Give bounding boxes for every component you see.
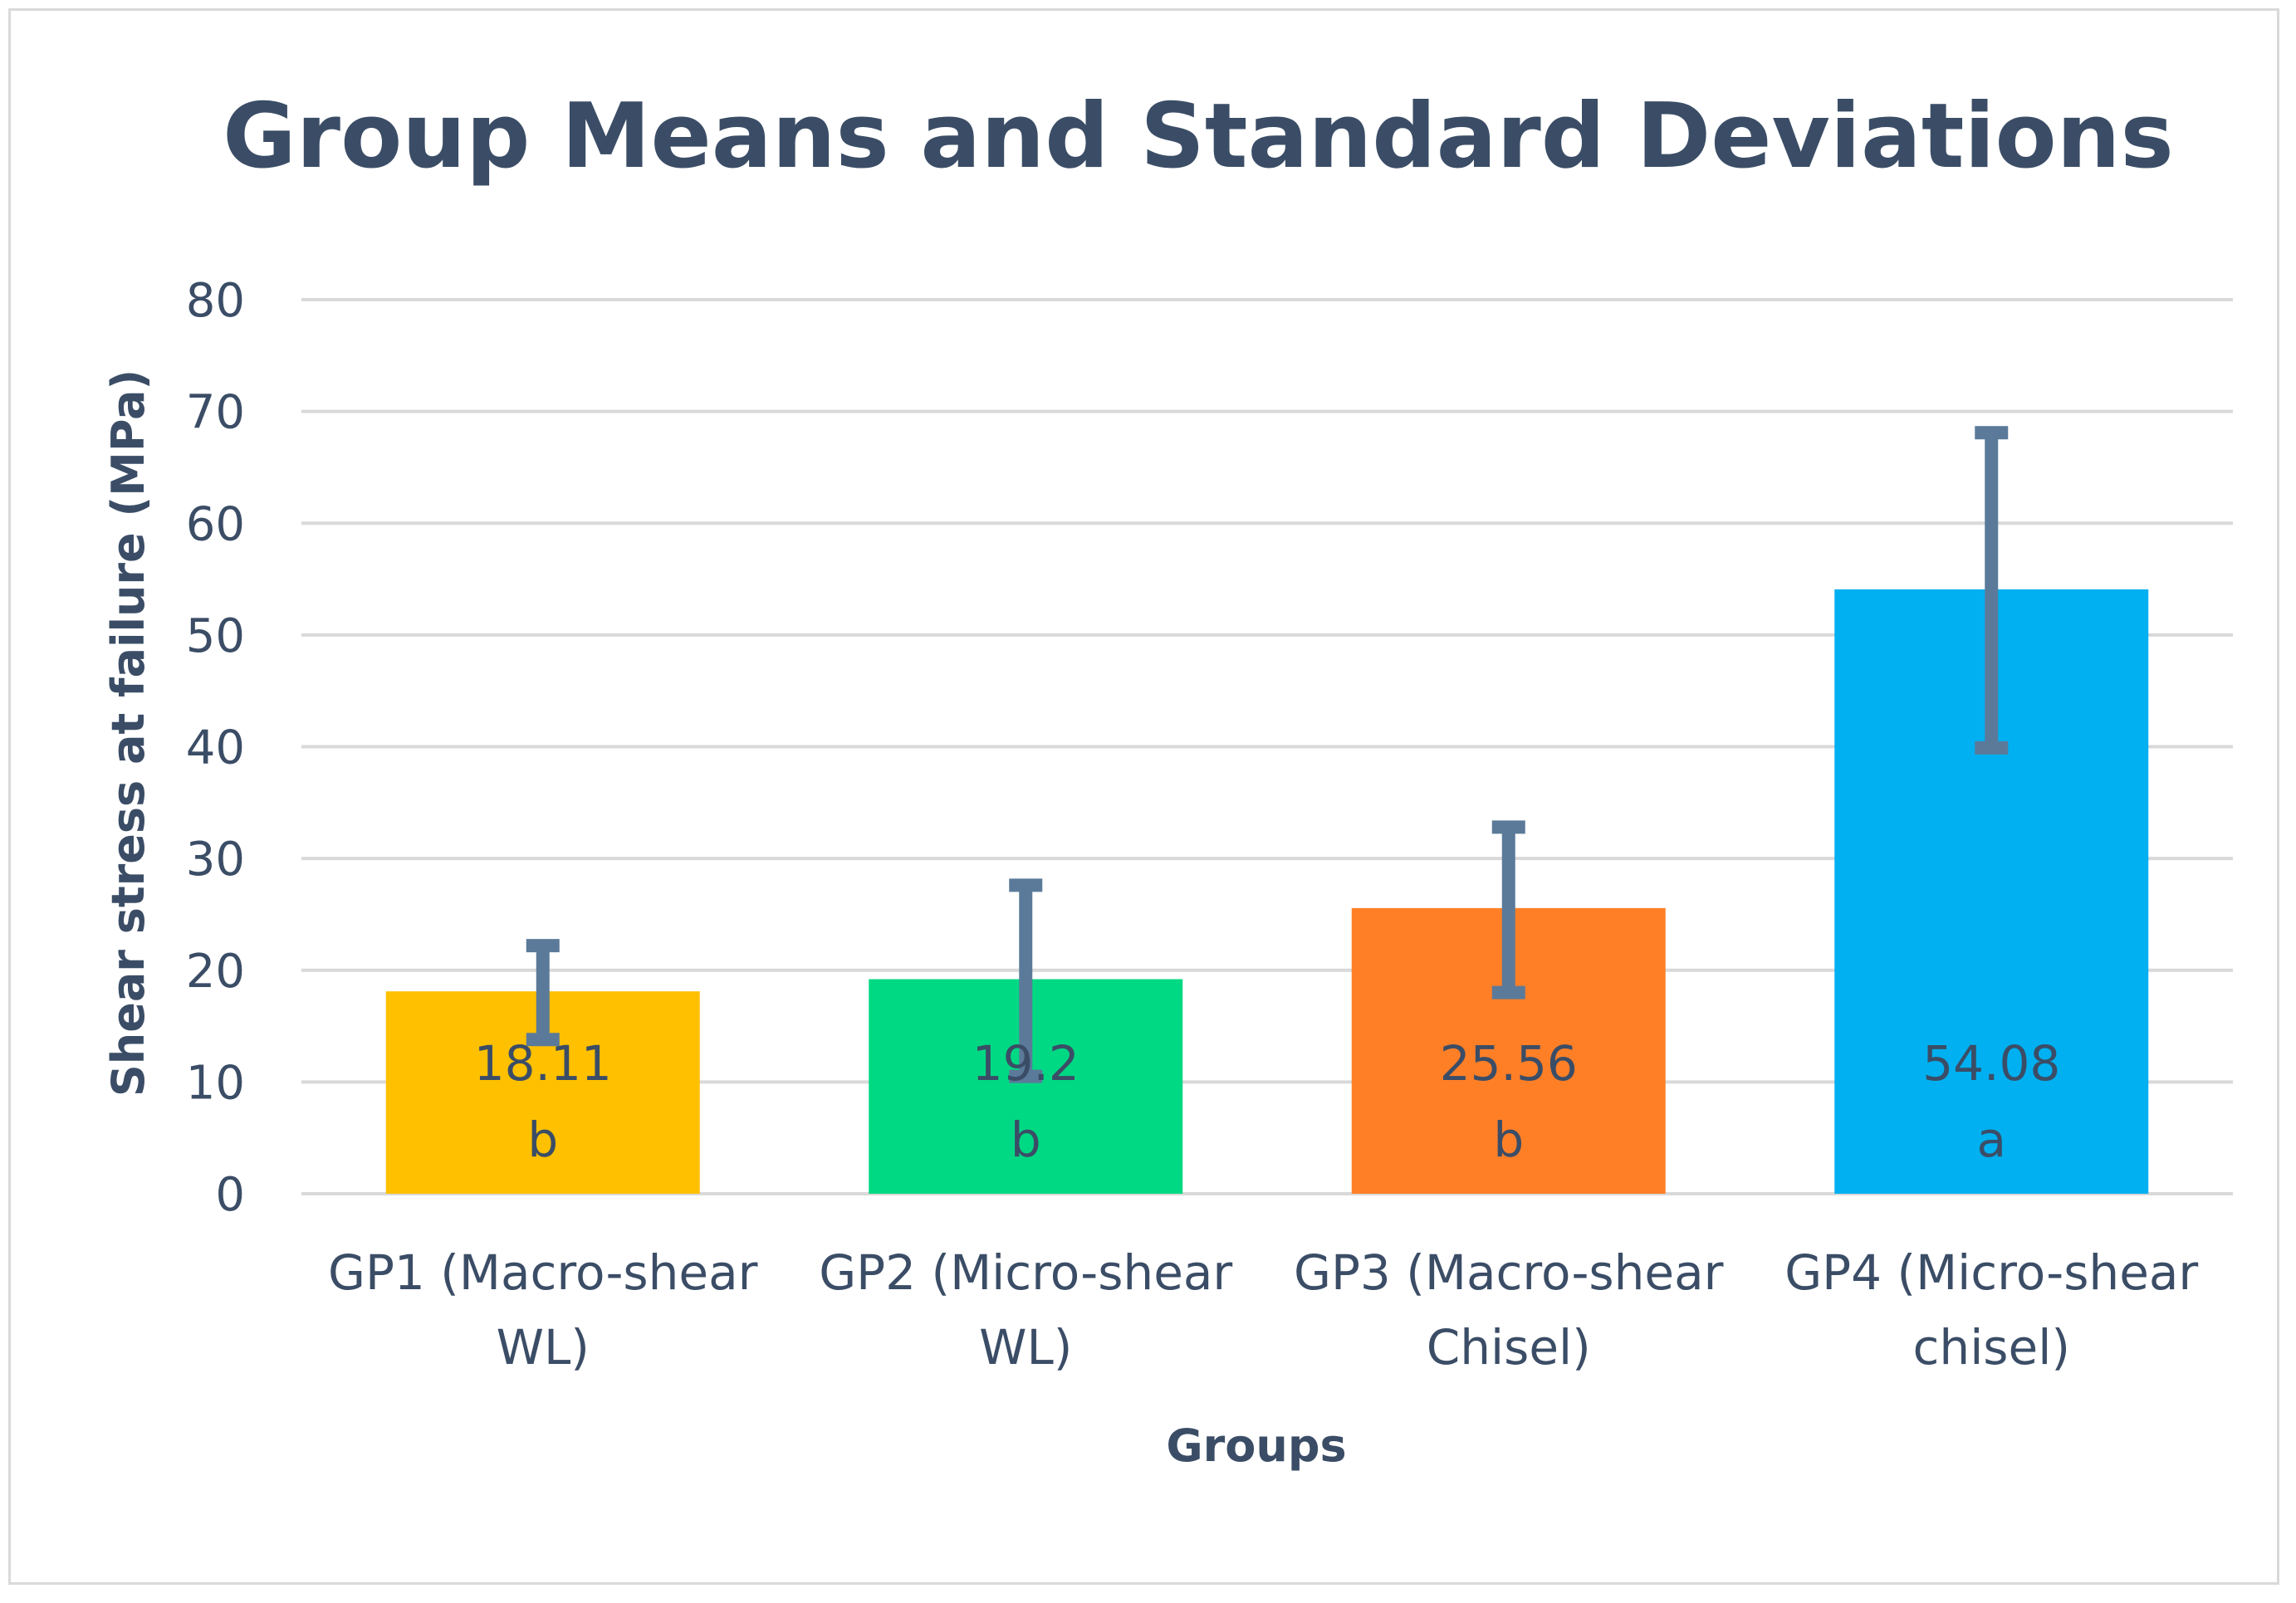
y-tick-label-10: 10 <box>186 1056 245 1110</box>
data-label-2: 19.2 <box>972 1035 1079 1092</box>
data-label-3: 25.56 <box>1440 1035 1578 1092</box>
chart-title: Group Means and Standard Deviations <box>223 85 2174 188</box>
y-tick-label-60: 60 <box>186 497 245 551</box>
y-tick-label-40: 40 <box>186 721 245 775</box>
significance-letter-1: b <box>527 1112 558 1168</box>
x-axis-title: Groups <box>1166 1420 1346 1472</box>
x-category-label-4-line-1: GP4 (Micro-shear <box>1784 1244 2198 1301</box>
x-category-label-1-line-2: WL) <box>497 1319 590 1376</box>
significance-letter-2: b <box>1011 1112 1041 1168</box>
y-tick-label-50: 50 <box>186 609 245 663</box>
error-bar-1 <box>526 939 560 1047</box>
x-category-label-3-line-1: GP3 (Macro-shear <box>1294 1244 1724 1301</box>
x-category-label-2-line-1: GP2 (Micro-shear <box>819 1244 1232 1301</box>
x-category-label-2-line-2: WL) <box>979 1319 1072 1376</box>
chart-area: Group Means and Standard Deviations 18.1… <box>102 85 2233 1472</box>
y-axis-title: Shear stress at failure (MPa) <box>102 369 154 1097</box>
chart-frame: Group Means and Standard Deviations 18.1… <box>8 8 2279 1585</box>
y-tick-label-20: 20 <box>186 945 245 999</box>
significance-letter-4: a <box>1976 1112 2006 1168</box>
y-tick-label-0: 0 <box>215 1168 245 1222</box>
x-category-label-3-line-2: Chisel) <box>1427 1319 1591 1376</box>
y-tick-label-30: 30 <box>186 833 245 887</box>
data-label-4: 54.08 <box>1922 1035 2060 1092</box>
x-category-label-1-line-1: GP1 (Macro-shear <box>328 1244 758 1301</box>
error-bar-2 <box>1009 878 1043 1083</box>
y-tick-label-80: 80 <box>186 274 245 328</box>
error-bar-3 <box>1491 820 1525 999</box>
data-label-1: 18.11 <box>474 1035 612 1092</box>
x-category-label-4-line-2: chisel) <box>1913 1319 2070 1376</box>
significance-letter-3: b <box>1493 1112 1524 1168</box>
error-bar-4 <box>1975 426 2009 755</box>
y-tick-label-70: 70 <box>186 386 245 440</box>
